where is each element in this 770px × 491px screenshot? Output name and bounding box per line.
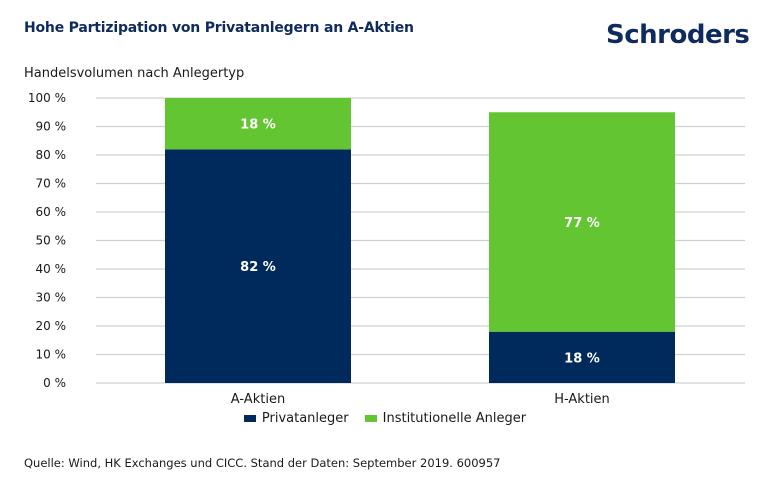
y-tick-label: 40 % bbox=[36, 262, 67, 276]
bar-h-aktien-privatanleger bbox=[489, 331, 675, 383]
legend-label-institutionelle-anleger: Institutionelle Anleger bbox=[382, 411, 527, 426]
x-tick-label: A-Aktien bbox=[231, 392, 285, 407]
bar-a-aktien-institutionelle-anleger bbox=[165, 98, 351, 150]
legend: Privatanleger Institutionelle Anleger bbox=[0, 411, 770, 426]
legend-item-institutionelle-anleger: Institutionelle Anleger bbox=[364, 411, 527, 426]
y-tick-label: 20 % bbox=[36, 319, 67, 333]
data-label: 18 % bbox=[240, 118, 276, 133]
x-tick-label: H-Aktien bbox=[554, 392, 610, 407]
y-tick-label: 60 % bbox=[36, 205, 67, 219]
y-tick-label: 0 % bbox=[43, 376, 66, 390]
y-tick-label: 70 % bbox=[36, 177, 67, 191]
legend-swatch-institutionelle-anleger bbox=[364, 415, 377, 422]
legend-item-privatanleger: Privatanleger bbox=[243, 411, 349, 426]
source-note: Quelle: Wind, HK Exchanges und CICC. Sta… bbox=[24, 456, 501, 470]
chart-subtitle: Handelsvolumen nach Anlegertyp bbox=[24, 66, 245, 81]
bar-h-aktien-institutionelle-anleger bbox=[489, 112, 675, 332]
data-label: 18 % bbox=[564, 351, 600, 366]
y-tick-label: 90 % bbox=[36, 120, 67, 134]
legend-swatch-privatanleger bbox=[243, 415, 256, 422]
y-tick-label: 10 % bbox=[36, 348, 67, 362]
y-tick-label: 80 % bbox=[36, 148, 67, 162]
schroders-logo: Schroders bbox=[606, 20, 750, 50]
data-label: 77 % bbox=[564, 216, 600, 231]
bar-a-aktien-privatanleger bbox=[165, 149, 351, 383]
y-tick-label: 100 % bbox=[28, 91, 66, 105]
y-tick-label: 30 % bbox=[36, 291, 67, 305]
y-tick-label: 50 % bbox=[36, 234, 67, 248]
legend-label-privatanleger: Privatanleger bbox=[261, 411, 349, 426]
chart-title: Hohe Partizipation von Privatanlegern an… bbox=[24, 20, 414, 36]
data-label: 82 % bbox=[240, 260, 276, 275]
